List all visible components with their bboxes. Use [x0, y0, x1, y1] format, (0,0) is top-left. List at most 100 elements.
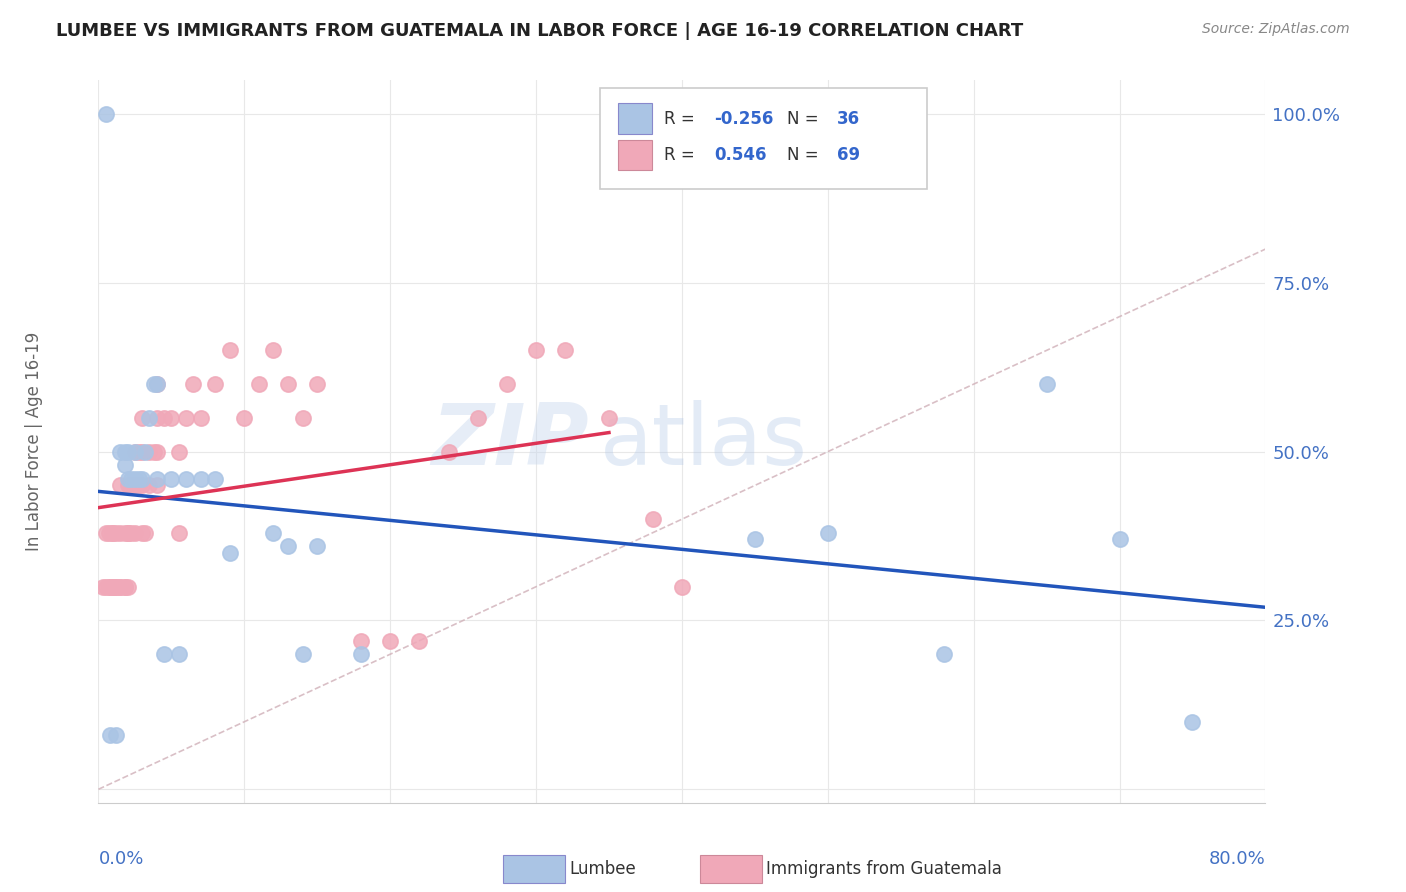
Point [110, 525, 132, 540]
Point [160, 472, 183, 486]
Point [114, 444, 136, 458]
Point [291, 647, 314, 661]
Point [204, 377, 226, 392]
Point [134, 444, 156, 458]
Point [117, 580, 139, 594]
Text: 0.0%: 0.0% [98, 850, 143, 868]
FancyBboxPatch shape [617, 139, 651, 169]
Point [94, 107, 117, 121]
Point [153, 411, 176, 425]
Point [138, 444, 160, 458]
FancyBboxPatch shape [600, 87, 927, 189]
Point [94, 580, 117, 594]
Text: Lumbee: Lumbee [569, 860, 636, 878]
Point [117, 444, 139, 458]
Point [467, 411, 489, 425]
Text: Source: ZipAtlas.com: Source: ZipAtlas.com [1202, 22, 1350, 37]
Point [131, 444, 153, 458]
Point [554, 343, 576, 358]
Text: N =: N = [787, 110, 824, 128]
Point [124, 472, 146, 486]
Point [291, 411, 314, 425]
Point [117, 525, 139, 540]
Point [146, 377, 169, 392]
Point [138, 478, 160, 492]
Point [350, 647, 373, 661]
Text: 36: 36 [837, 110, 860, 128]
Point [101, 580, 124, 594]
Text: -0.256: -0.256 [714, 110, 773, 128]
Point [114, 525, 136, 540]
Point [128, 444, 150, 458]
FancyBboxPatch shape [617, 103, 651, 134]
Point [98, 580, 121, 594]
Point [167, 525, 190, 540]
Point [104, 525, 127, 540]
Point [101, 580, 124, 594]
Point [104, 728, 127, 742]
Point [218, 546, 240, 560]
Point [247, 377, 270, 392]
Point [117, 525, 139, 540]
Point [167, 444, 190, 458]
Text: 0.546: 0.546 [714, 145, 768, 164]
Text: atlas: atlas [600, 400, 808, 483]
Point [134, 525, 156, 540]
Point [671, 580, 693, 594]
Point [98, 728, 121, 742]
Point [104, 580, 127, 594]
Point [174, 411, 197, 425]
Point [350, 633, 373, 648]
Point [153, 647, 176, 661]
Point [146, 377, 169, 392]
Point [120, 525, 142, 540]
Point [124, 444, 146, 458]
Point [124, 444, 146, 458]
Point [100, 525, 122, 540]
Point [110, 478, 132, 492]
Text: In Labor Force | Age 16-19: In Labor Force | Age 16-19 [25, 332, 44, 551]
Point [128, 472, 150, 486]
Point [262, 343, 284, 358]
Point [128, 478, 150, 492]
Point [91, 580, 114, 594]
Point [1035, 377, 1057, 392]
Text: LUMBEE VS IMMIGRANTS FROM GUATEMALA IN LABOR FORCE | AGE 16-19 CORRELATION CHART: LUMBEE VS IMMIGRANTS FROM GUATEMALA IN L… [56, 22, 1024, 40]
Point [160, 411, 183, 425]
Point [146, 472, 169, 486]
Point [117, 478, 139, 492]
Point [277, 377, 299, 392]
Point [934, 647, 956, 661]
Point [131, 411, 153, 425]
Point [101, 525, 124, 540]
Text: Immigrants from Guatemala: Immigrants from Guatemala [766, 860, 1002, 878]
Point [1181, 714, 1204, 729]
Point [167, 647, 190, 661]
Point [380, 633, 402, 648]
Text: N =: N = [787, 145, 824, 164]
Point [120, 472, 142, 486]
Point [408, 633, 430, 648]
Text: 80.0%: 80.0% [1209, 850, 1265, 868]
Point [437, 444, 460, 458]
Point [307, 377, 329, 392]
Point [110, 444, 132, 458]
Point [277, 539, 299, 553]
Text: 69: 69 [837, 145, 860, 164]
Point [146, 444, 169, 458]
Point [146, 478, 169, 492]
Point [110, 580, 132, 594]
Point [114, 580, 136, 594]
Point [104, 580, 127, 594]
Point [496, 377, 519, 392]
Point [120, 478, 142, 492]
Point [138, 411, 160, 425]
Point [181, 377, 204, 392]
Point [142, 444, 165, 458]
Point [110, 580, 132, 594]
Point [142, 377, 165, 392]
Point [598, 411, 620, 425]
Point [117, 472, 139, 486]
Text: R =: R = [665, 145, 700, 164]
Point [114, 458, 136, 472]
